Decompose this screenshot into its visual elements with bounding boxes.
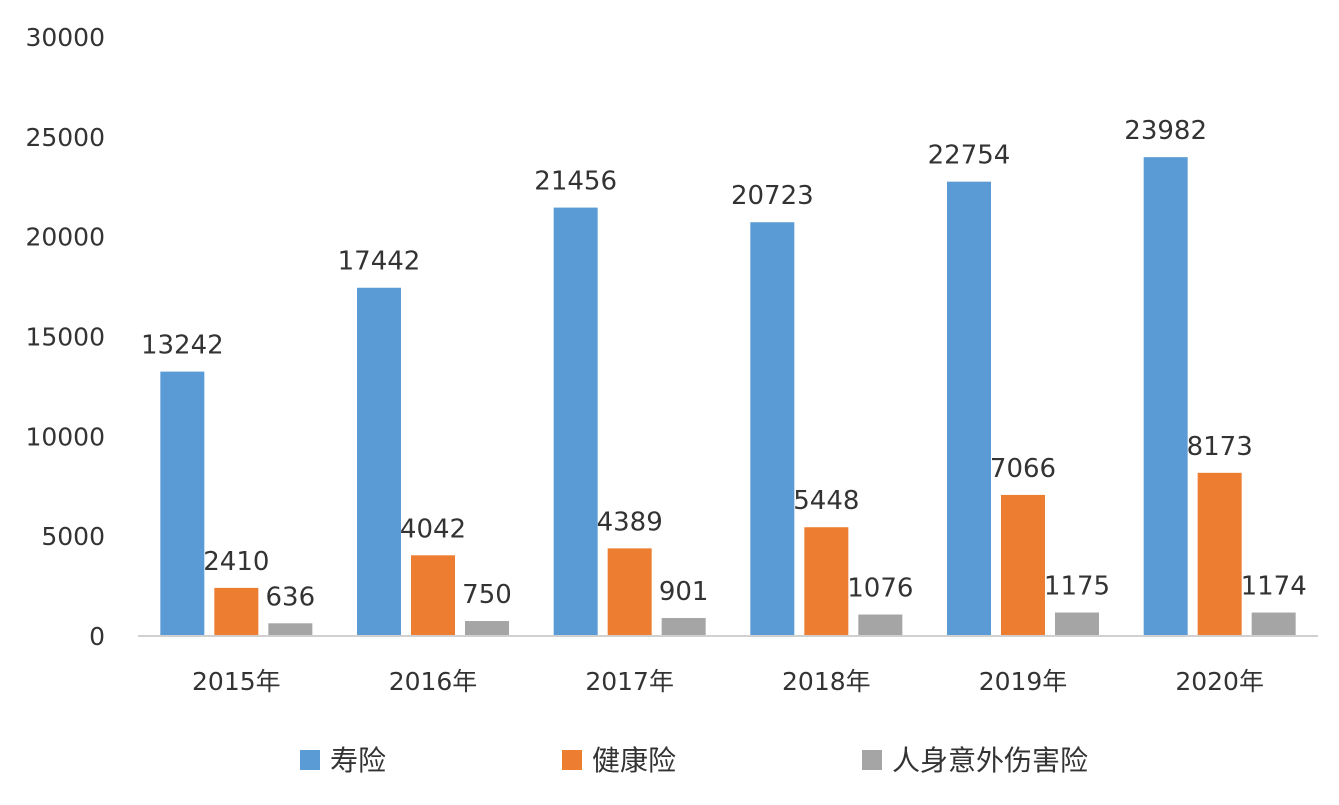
data-label: 4389 bbox=[597, 507, 663, 537]
bar bbox=[661, 618, 706, 636]
data-label: 1175 bbox=[1044, 572, 1110, 602]
legend-label: 健康险 bbox=[592, 744, 676, 777]
bar bbox=[411, 555, 455, 636]
bar bbox=[607, 548, 652, 636]
y-tick-label: 20000 bbox=[25, 223, 105, 252]
bar bbox=[160, 371, 205, 636]
bar bbox=[858, 614, 903, 636]
data-label: 8173 bbox=[1187, 432, 1253, 462]
data-label: 7066 bbox=[990, 454, 1056, 484]
x-tick-label: 2017年 bbox=[585, 667, 674, 696]
y-tick-label: 25000 bbox=[25, 123, 105, 152]
bar bbox=[357, 287, 401, 636]
x-tick-label: 2019年 bbox=[979, 667, 1068, 696]
bar bbox=[465, 621, 509, 636]
x-tick-label: 2020年 bbox=[1175, 667, 1264, 696]
data-label: 2410 bbox=[203, 547, 269, 577]
data-labels: 13242 2410 636 17442 4042 750 21456 4389 901 2072… bbox=[141, 116, 1307, 612]
data-label: 1174 bbox=[1241, 572, 1307, 602]
bar bbox=[1251, 612, 1296, 636]
data-label: 23982 bbox=[1124, 116, 1207, 146]
data-label: 901 bbox=[659, 577, 709, 607]
legend: 寿险 健康险 人身意外伤害险 bbox=[300, 744, 1088, 777]
x-tick-label: 2015年 bbox=[192, 667, 281, 696]
bar bbox=[1197, 472, 1242, 636]
data-label: 13242 bbox=[141, 331, 224, 361]
data-label: 750 bbox=[462, 580, 512, 610]
data-label: 5448 bbox=[793, 486, 859, 516]
bar bbox=[268, 623, 313, 636]
data-label: 1076 bbox=[847, 574, 913, 604]
y-tick-label: 5000 bbox=[41, 522, 105, 551]
bar bbox=[1055, 612, 1099, 636]
y-axis: 0 5000 10000 15000 20000 25000 30000 bbox=[25, 23, 105, 651]
y-tick-label: 0 bbox=[89, 622, 105, 651]
x-tick-label: 2016年 bbox=[389, 667, 478, 696]
bar bbox=[553, 207, 598, 636]
legend-label: 寿险 bbox=[330, 744, 386, 777]
x-axis: 2015年 2016年 2017年 2018年 2019年 2020年 bbox=[192, 667, 1264, 696]
bar bbox=[804, 527, 849, 636]
bar bbox=[214, 587, 259, 636]
data-label: 636 bbox=[266, 582, 316, 612]
y-tick-label: 10000 bbox=[25, 422, 105, 451]
data-label: 4042 bbox=[400, 514, 466, 544]
legend-swatch bbox=[300, 750, 320, 770]
legend-label: 人身意外伤害险 bbox=[892, 744, 1088, 777]
bar bbox=[750, 222, 795, 636]
data-label: 21456 bbox=[534, 167, 617, 197]
bar bbox=[1143, 157, 1188, 636]
y-tick-label: 15000 bbox=[25, 323, 105, 352]
x-tick-label: 2018年 bbox=[782, 667, 871, 696]
y-tick-label: 30000 bbox=[25, 23, 105, 52]
bar bbox=[947, 181, 991, 636]
data-label: 20723 bbox=[731, 181, 814, 211]
legend-swatch bbox=[862, 750, 882, 770]
bars bbox=[160, 157, 1296, 636]
bar bbox=[1001, 494, 1045, 636]
data-label: 22754 bbox=[928, 141, 1011, 171]
data-label: 17442 bbox=[338, 247, 421, 277]
legend-swatch bbox=[562, 750, 582, 770]
